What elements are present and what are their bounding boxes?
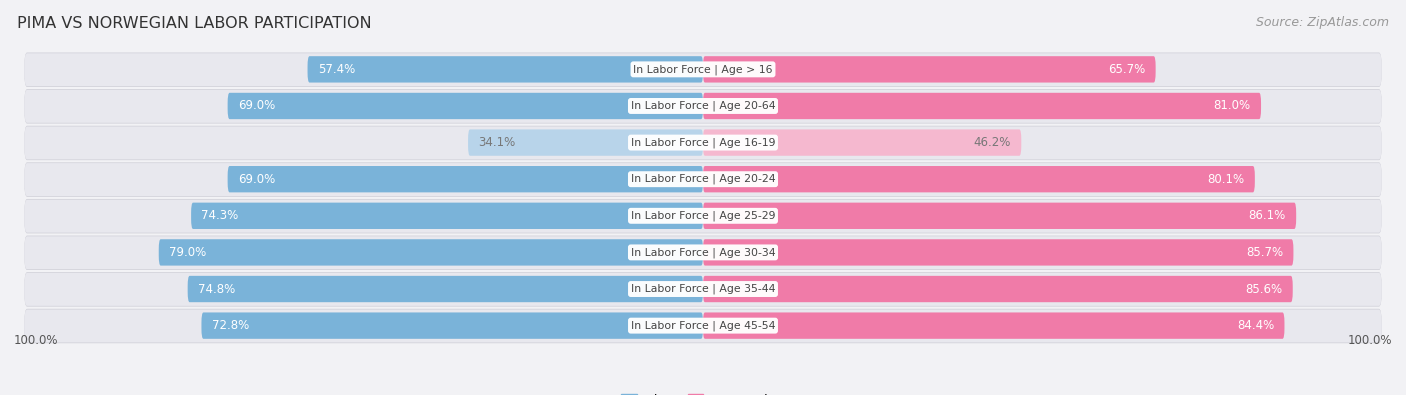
Text: 72.8%: 72.8%	[212, 319, 249, 332]
FancyBboxPatch shape	[24, 235, 1382, 270]
Text: PIMA VS NORWEGIAN LABOR PARTICIPATION: PIMA VS NORWEGIAN LABOR PARTICIPATION	[17, 16, 371, 31]
FancyBboxPatch shape	[24, 273, 1382, 306]
Text: In Labor Force | Age 45-54: In Labor Force | Age 45-54	[631, 320, 775, 331]
FancyBboxPatch shape	[24, 126, 1382, 160]
Text: In Labor Force | Age 20-64: In Labor Force | Age 20-64	[631, 101, 775, 111]
FancyBboxPatch shape	[24, 199, 1382, 233]
FancyBboxPatch shape	[24, 53, 1382, 87]
Text: In Labor Force | Age 30-34: In Labor Force | Age 30-34	[631, 247, 775, 258]
FancyBboxPatch shape	[703, 203, 1296, 229]
FancyBboxPatch shape	[187, 276, 703, 302]
FancyBboxPatch shape	[703, 239, 1294, 265]
Text: In Labor Force | Age 16-19: In Labor Force | Age 16-19	[631, 137, 775, 148]
FancyBboxPatch shape	[703, 166, 1254, 192]
Text: 57.4%: 57.4%	[318, 63, 356, 76]
FancyBboxPatch shape	[468, 130, 703, 156]
Text: 46.2%: 46.2%	[973, 136, 1011, 149]
Text: 69.0%: 69.0%	[238, 173, 276, 186]
Text: 80.1%: 80.1%	[1208, 173, 1244, 186]
Text: 86.1%: 86.1%	[1249, 209, 1286, 222]
Text: 69.0%: 69.0%	[238, 100, 276, 113]
Text: 65.7%: 65.7%	[1108, 63, 1146, 76]
Text: 84.4%: 84.4%	[1237, 319, 1274, 332]
FancyBboxPatch shape	[24, 163, 1382, 196]
FancyBboxPatch shape	[24, 272, 1382, 307]
Text: 74.3%: 74.3%	[201, 209, 239, 222]
FancyBboxPatch shape	[228, 166, 703, 192]
FancyBboxPatch shape	[703, 93, 1261, 119]
Text: In Labor Force | Age 20-24: In Labor Force | Age 20-24	[631, 174, 775, 184]
Text: 74.8%: 74.8%	[198, 282, 235, 295]
FancyBboxPatch shape	[703, 130, 1021, 156]
FancyBboxPatch shape	[24, 236, 1382, 269]
Text: 34.1%: 34.1%	[478, 136, 516, 149]
FancyBboxPatch shape	[703, 56, 1156, 83]
Text: 85.7%: 85.7%	[1246, 246, 1284, 259]
FancyBboxPatch shape	[24, 89, 1382, 124]
FancyBboxPatch shape	[24, 310, 1382, 342]
FancyBboxPatch shape	[24, 90, 1382, 123]
Text: In Labor Force | Age > 16: In Labor Force | Age > 16	[633, 64, 773, 75]
Text: In Labor Force | Age 25-29: In Labor Force | Age 25-29	[631, 211, 775, 221]
Text: 100.0%: 100.0%	[14, 334, 59, 347]
FancyBboxPatch shape	[24, 162, 1382, 197]
FancyBboxPatch shape	[191, 203, 703, 229]
FancyBboxPatch shape	[703, 312, 1285, 339]
Text: Source: ZipAtlas.com: Source: ZipAtlas.com	[1256, 16, 1389, 29]
FancyBboxPatch shape	[24, 53, 1382, 86]
FancyBboxPatch shape	[159, 239, 703, 265]
FancyBboxPatch shape	[24, 126, 1382, 160]
Legend: Pima, Norwegian: Pima, Norwegian	[620, 394, 786, 395]
FancyBboxPatch shape	[24, 309, 1382, 343]
Text: In Labor Force | Age 35-44: In Labor Force | Age 35-44	[631, 284, 775, 294]
FancyBboxPatch shape	[703, 276, 1292, 302]
FancyBboxPatch shape	[201, 312, 703, 339]
FancyBboxPatch shape	[24, 200, 1382, 233]
Text: 81.0%: 81.0%	[1213, 100, 1251, 113]
Text: 79.0%: 79.0%	[169, 246, 207, 259]
FancyBboxPatch shape	[308, 56, 703, 83]
Text: 85.6%: 85.6%	[1246, 282, 1282, 295]
FancyBboxPatch shape	[228, 93, 703, 119]
Text: 100.0%: 100.0%	[1347, 334, 1392, 347]
